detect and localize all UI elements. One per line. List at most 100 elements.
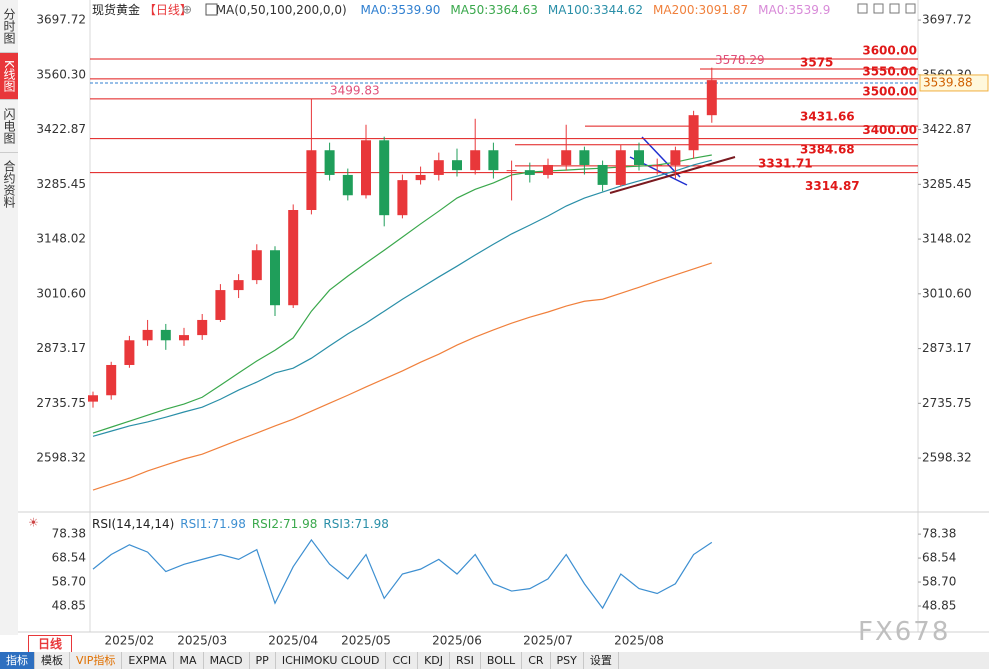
toolbar-item[interactable]: ICHIMOKU CLOUD [276,652,387,669]
legend-entry: MA200:3091.87 [653,3,748,17]
candle-body [215,290,226,320]
y-tick-label: 2735.75 [922,396,972,410]
y-tick-label: 3697.72 [922,13,972,27]
candle-body [324,150,335,175]
y-tick-label: 3010.60 [36,286,86,300]
price-tag [919,74,989,92]
candle-body [688,115,699,151]
side-tab[interactable]: 合约资料 [0,153,18,216]
side-tab[interactable]: K线图 [0,53,18,100]
icon[interactable] [873,3,884,14]
candle-body [470,150,481,171]
y-tick-label: 3422.87 [922,122,972,136]
toolbar-item[interactable]: 指标 [0,652,35,669]
x-tick-label: 2025/08 [614,634,664,648]
icon[interactable] [905,3,916,14]
title: 现货黄金 [92,2,140,17]
period-button[interactable]: 日线 [28,635,72,653]
toolbar-item[interactable]: PP [250,652,276,669]
level-label: 3384.68 [800,142,855,156]
y-tick-label: 48.85 [922,599,956,613]
y-tick-label: 58.70 [922,575,956,589]
toolbar-item[interactable]: MACD [204,652,250,669]
y-tick-label: 3148.02 [36,232,86,246]
candle-body [197,319,208,336]
title: RSI(14,14,14) [92,517,174,531]
toolbar-item[interactable]: PSY [551,652,584,669]
candle-body [415,174,426,181]
level-label: 3578.29 [715,53,765,67]
toolbar-item[interactable]: CCI [386,652,419,669]
toolbar-item[interactable]: KDJ [418,652,451,669]
toolbar-icons [857,3,916,14]
toolbar-item[interactable]: EXPMA [122,652,174,669]
legend-entry: MA100:3344.62 [548,3,643,17]
icon[interactable]: ⊕ [182,3,192,17]
toolbar-item[interactable]: CR [522,652,551,669]
toolbar-item[interactable]: 设置 [584,652,619,669]
icon[interactable] [205,3,218,16]
candle-body [597,164,608,185]
candle-body [561,150,572,165]
legend-entry: MA0:3539.90 [361,3,441,17]
legend-entry: RSI2:71.98 [252,517,318,531]
price-tag-label: 3539.88 [923,75,973,89]
side-tab[interactable]: 分时图 [0,0,18,53]
y-tick-label: 68.54 [922,551,956,565]
level-label: 3314.87 [805,179,860,193]
icon[interactable] [889,3,900,14]
x-tick-label: 2025/04 [268,634,318,648]
y-tick-label: 68.54 [52,551,86,565]
toolbar-item[interactable]: VIP指标 [70,652,123,669]
candle-body [288,210,299,306]
toolbar-item[interactable]: MA [174,652,204,669]
level-label: 3500.00 [862,84,917,98]
x-tick-label: 2025/06 [432,634,482,648]
side-tab[interactable]: 闪电图 [0,100,18,153]
y-tick-label: 58.70 [52,575,86,589]
y-tick-label: 3285.45 [922,177,972,191]
legend-entry: RSI1:71.98 [180,517,246,531]
x-tick-label: 2025/02 [104,634,154,648]
candle-body [270,250,280,306]
candle-body [543,164,553,175]
y-tick-label: 2873.17 [922,341,972,355]
candle-body [361,140,371,196]
candle-body [670,150,681,165]
candle-body [433,160,444,175]
watermark: FX678 [858,617,951,647]
level-label: 3600.00 [862,44,917,58]
level-label: 3431.66 [800,110,855,124]
icon[interactable]: ☀ [28,516,39,530]
toolbar: 指标 模板 VIP指标 EXPMA MA MACD PP ICHIMOKU CLOUD CCI K… [0,652,989,669]
y-tick-label: 3422.87 [36,122,86,136]
icon[interactable] [857,3,868,14]
trend-line [609,156,736,194]
ma-line [92,159,712,437]
legend-entry: MA50:3364.63 [450,3,538,17]
period: 【日线】 [144,3,192,17]
candle-body [160,329,171,341]
candle-body [106,364,117,396]
candle-body [342,174,353,196]
ma-line [92,154,712,434]
legend-entry: RSI3:71.98 [323,517,389,531]
toolbar-item[interactable]: RSI [450,652,481,669]
candle-body [524,170,535,175]
indicator: MA(0,50,100,200,0,0) [216,3,347,17]
y-tick-label: 2873.17 [36,341,86,355]
chart-header: 现货黄金 【日线】 MA(0,50,100,200,0,0) MA0:3539.… [92,2,830,17]
trend-line [641,136,681,178]
x-tick-label: 2025/05 [341,634,391,648]
y-tick-label: 3010.60 [922,286,972,300]
side-strip [0,215,18,635]
candle-body [706,80,717,116]
y-tick-label: 2598.32 [922,451,972,465]
y-tick-label: 2598.32 [36,451,86,465]
y-tick-label: 3560.30 [36,67,86,81]
toolbar-item[interactable]: 模板 [35,652,70,669]
level-label: 3499.83 [330,83,380,97]
toolbar-item[interactable]: BOLL [481,652,523,669]
candle-body [88,395,98,402]
